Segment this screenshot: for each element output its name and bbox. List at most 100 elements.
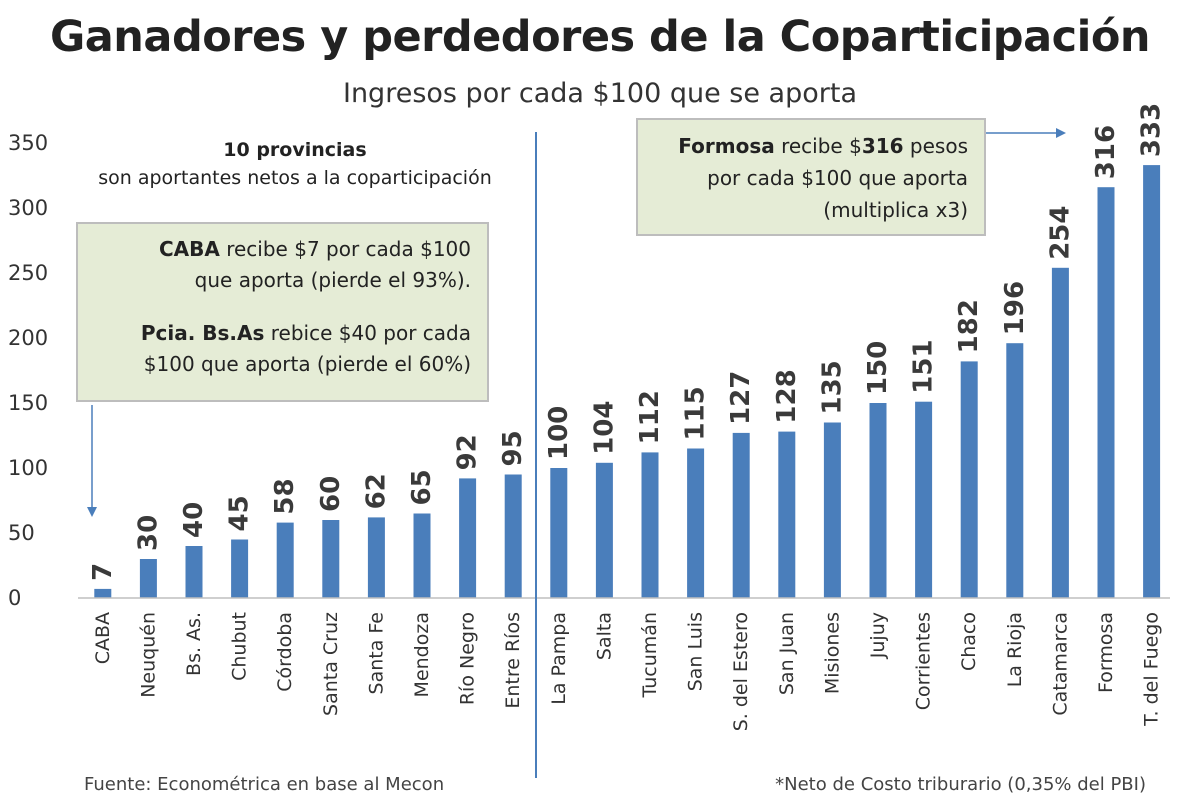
x-tick-label: Mendoza [411,612,433,697]
bar [367,517,385,598]
formosa-line-1-mid: recibe $ [774,134,862,158]
bar [504,474,522,598]
chart-subtitle: Ingresos por cada $100 que se aporta [342,78,857,109]
x-tick-label: Bs. As. [183,612,205,676]
bar-value-label: 182 [954,299,984,353]
bar [185,546,203,598]
bar [94,588,112,598]
x-tick-label: Corrientes [913,612,935,710]
caba-line-1: CABA recibe $7 por cada $100 [88,234,471,265]
bar-value-label: 316 [1091,125,1121,179]
bar [1006,343,1024,598]
bar-value-label: 150 [863,341,893,395]
bar [732,432,750,598]
bar [550,468,568,598]
bar [459,478,477,598]
bar-value-label: 100 [544,406,574,460]
x-tick-label: Salta [593,612,615,660]
bar-value-label: 254 [1045,206,1075,260]
bar [322,520,340,598]
bar-value-label: 104 [589,401,619,455]
bar-value-label: 115 [681,386,711,440]
bar [139,559,157,598]
bar [960,361,978,598]
bar-value-label: 128 [772,369,802,423]
bar [595,462,613,598]
x-tick-label: Tucumán [639,612,661,698]
y-tick-label: 250 [8,261,48,285]
caba-annotation-box: CABA recibe $7 por cada $100 que aporta … [76,222,489,402]
bar [1097,187,1115,598]
formosa-line-2: por cada $100 que aporta [707,166,968,190]
x-tick-label: S. del Estero [730,612,752,731]
bar-value-label: 112 [635,390,665,444]
bar [1051,267,1069,598]
pba-line-1: Pcia. Bs.As rebice $40 por cada [88,318,471,349]
bar-value-label: 196 [1000,281,1030,335]
box-spacer [88,296,471,318]
formosa-line-1-end: pesos [903,134,968,158]
bar [778,431,796,598]
bar [869,403,887,598]
x-tick-label: Misiones [821,612,843,694]
y-tick-label: 100 [8,456,48,480]
x-tick-label: La Rioja [1004,612,1026,687]
bar-value-label: 40 [179,502,209,538]
bar-value-label: 95 [498,430,528,466]
formosa-annotation-box: Formosa recibe $316 pesos por cada $100 … [636,118,986,236]
x-tick-label: CABA [92,612,114,664]
y-tick-label: 200 [8,326,48,350]
x-tick-label: Río Negro [457,612,479,705]
bar-value-label: 135 [817,360,847,414]
x-tick-label: San Luis [685,612,707,691]
bar [641,452,659,598]
formosa-bold: Formosa [678,134,775,158]
x-tick-label: Santa Cruz [320,612,342,716]
bar-value-label: 127 [726,371,756,425]
x-tick-label: Formosa [1095,612,1117,693]
y-tick-label: 50 [8,521,35,545]
formosa-line-1: Formosa recibe $316 pesos [648,130,968,162]
bar-value-label: 30 [133,515,163,551]
x-tick-label: Neuquén [137,612,159,698]
y-tick-label: 0 [8,586,21,610]
x-tick-label: Entre Ríos [502,612,524,709]
bar-value-label: 151 [909,339,939,393]
bar-value-label: 45 [225,495,255,531]
x-tick-label: Córdoba [274,612,296,692]
x-tick-label: Jujuy [867,612,889,659]
footer-source: Fuente: Econométrica en base al Mecon [84,774,445,795]
x-tick-label: T. del Fuego [1141,612,1163,727]
bar [276,522,294,598]
formosa-value: 316 [861,134,904,158]
caba-bold: CABA [158,237,220,261]
x-tick-label: San Juan [776,612,798,695]
bar [413,513,431,598]
x-tick-label: Chaco [958,612,980,671]
x-tick-label: Chubut [229,612,251,681]
bar-value-label: 58 [270,478,300,514]
x-tick-label: Santa Fe [365,612,387,694]
caba-line-1-rest: recibe $7 por cada $100 [219,237,471,261]
bar-value-label: 60 [316,476,346,512]
y-tick-label: 150 [8,391,48,415]
bar-value-label: 7 [88,563,118,581]
bar [823,422,841,598]
y-tick-label: 300 [8,196,48,220]
x-tick-label: La Pampa [548,612,570,705]
bar [231,539,249,598]
left-note: 10 provincias son aportantes netos a la … [60,136,530,192]
bar-value-label: 333 [1137,103,1167,157]
bar [915,401,933,598]
footer-note: *Neto de Costo triburario (0,35% del PBI… [775,774,1146,795]
left-note-text: son aportantes netos a la coparticipació… [98,167,492,189]
bar-value-label: 65 [407,469,437,505]
formosa-line-3: (multiplica x3) [823,198,968,222]
pba-bold: Pcia. Bs.As [140,321,265,345]
bar-value-label: 92 [453,434,483,470]
caba-line-2: que aporta (pierde el 93%). [194,268,471,292]
pba-line-1-rest: rebice $40 por cada [264,321,471,345]
pba-line-2: $100 que aporta (pierde el 60%) [143,352,471,376]
y-tick-label: 350 [8,131,48,155]
